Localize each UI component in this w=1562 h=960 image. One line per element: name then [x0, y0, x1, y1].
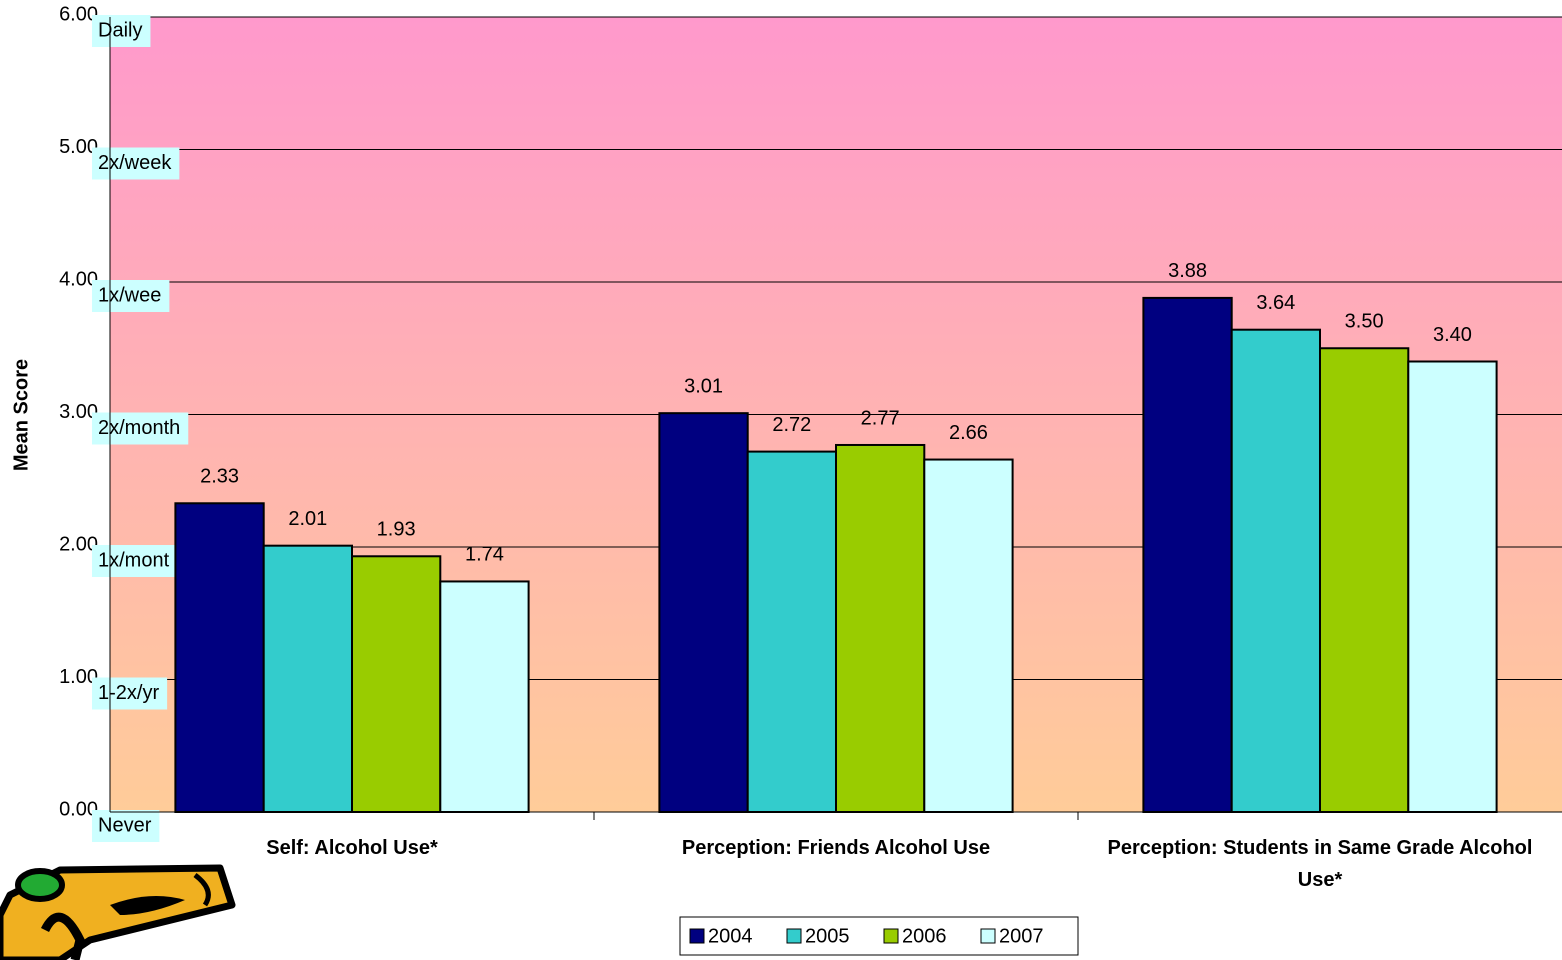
bar [835, 443, 926, 813]
data-label: 1.74 [465, 544, 504, 566]
level-label-text: 2x/week [98, 152, 172, 174]
x-tick-label-box: Perception: Friends Alcohol Use [681, 837, 991, 859]
pencil-clipart [0, 864, 236, 960]
data-label: 1.93 [377, 519, 416, 541]
legend-label: 2005 [805, 925, 850, 947]
level-label: 2x/week [92, 147, 180, 180]
bar [1230, 328, 1321, 813]
x-tick-label-box: Self: Alcohol Use* [266, 837, 438, 859]
level-label-box [92, 412, 189, 445]
bar [1407, 360, 1498, 813]
data-label: 2.66 [949, 422, 988, 444]
data-label: 2.72 [772, 414, 811, 436]
level-label-box [92, 545, 178, 577]
y-tick-label: 4.00 [59, 268, 98, 290]
level-label-box [92, 280, 170, 312]
level-label: 1x/wee [92, 280, 170, 312]
level-label: Daily [92, 15, 151, 47]
level-label: Never [92, 810, 160, 842]
level-label-text: 1x/mont [98, 549, 170, 571]
level-label-text: 1x/wee [98, 284, 161, 306]
bar [923, 458, 1014, 813]
level-label-box [92, 15, 151, 47]
level-label: 1-2x/yr [92, 677, 168, 710]
legend-label: 2007 [999, 925, 1044, 947]
level-label-box [92, 147, 180, 180]
legend: 2004 2005 2006 2007 [679, 916, 1079, 956]
bar [658, 412, 749, 813]
level-label-box [92, 810, 160, 842]
y-tick-label: 1.00 [59, 666, 98, 688]
bar [746, 450, 838, 813]
data-label: 2.77 [861, 407, 900, 429]
level-label-text: 2x/month [98, 417, 180, 439]
y-tick-label: 3.00 [59, 401, 98, 423]
bar [1142, 296, 1233, 813]
y-tick-label: 5.00 [59, 136, 98, 158]
x-tick-label: Perception: Friends Alcohol Use [681, 837, 991, 859]
data-label: 3.40 [1433, 324, 1472, 346]
bar [1319, 347, 1410, 813]
legend-swatch [689, 928, 705, 944]
data-label: 3.64 [1256, 292, 1295, 314]
legend-label: 2004 [708, 925, 753, 947]
bar [262, 544, 354, 813]
x-tick-label-box: Perception: Students in Same Grade Alcoh… [1107, 837, 1533, 891]
legend-swatch [786, 928, 802, 944]
x-tick-label: Perception: Students in Same Grade Alcoh… [1107, 837, 1533, 891]
bar [174, 502, 265, 813]
data-label: 2.33 [200, 466, 239, 488]
y-tick-label: 6.00 [59, 3, 98, 25]
data-label: 3.50 [1345, 311, 1384, 333]
bar [439, 580, 530, 814]
legend-label: 2006 [902, 925, 947, 947]
legend-box [679, 916, 1079, 956]
level-label-text: 1-2x/yr [98, 682, 159, 704]
x-tick-label: Self: Alcohol Use* [266, 837, 438, 859]
data-label: 3.01 [684, 375, 723, 397]
data-label: 3.88 [1168, 260, 1207, 282]
legend-swatch [980, 928, 996, 944]
legend-swatch [883, 928, 899, 944]
level-label: 1x/mont [92, 545, 178, 577]
y-tick-label: 0.00 [59, 798, 98, 820]
level-label-text: Never [98, 814, 152, 836]
level-label: 2x/month [92, 412, 189, 445]
bar [351, 555, 442, 814]
level-label-box [92, 677, 168, 710]
level-label-text: Daily [98, 19, 142, 41]
y-axis-title: Mean Score [10, 359, 32, 471]
y-tick-label: 2.00 [59, 533, 98, 555]
data-label: 2.01 [288, 508, 327, 530]
